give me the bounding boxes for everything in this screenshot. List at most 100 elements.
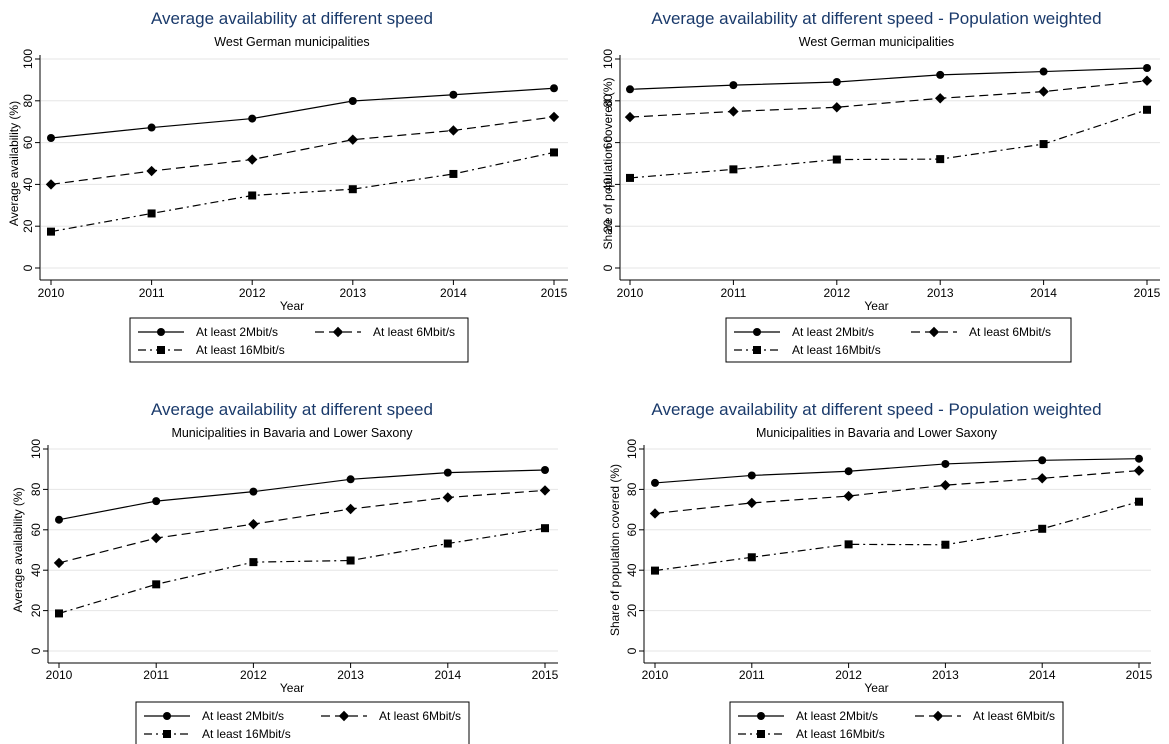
data-point-series-3 [348,185,357,194]
chart-title: Average availability at different speed … [651,400,1101,419]
data-point-series-3 [844,540,853,549]
data-point-series-1 [626,85,634,94]
x-tick-label: 2010 [38,286,65,300]
chart-subtitle: West German municipalities [214,35,369,49]
data-point-series-2 [728,106,739,117]
x-tick-label: 2012 [239,286,266,300]
y-tick-label: 0 [29,647,43,654]
x-axis-label: Year [280,681,304,695]
x-tick-label: 2010 [46,668,73,682]
x-axis-label: Year [864,681,888,695]
legend-marker-2 [332,326,344,338]
legend-marker-3 [753,346,761,354]
x-tick-label: 2014 [434,668,461,682]
data-point-series-2 [448,125,459,136]
y-axis-label: Share of population covered (%) [601,77,615,249]
y-tick-label: 40 [601,177,615,191]
legend-label-3: At least 16Mbit/s [202,727,291,741]
data-point-series-2 [539,485,551,496]
legend-label-2: At least 6Mbit/s [973,709,1055,723]
data-point-series-2 [53,557,65,569]
legend-label-2: At least 6Mbit/s [373,325,455,339]
y-axis-label: Share of population covered (%) [608,464,622,636]
data-point-series-3 [541,524,549,533]
x-tick-label: 2015 [1126,668,1153,682]
legend-box [129,317,469,363]
legend: At least 2Mbit/s At least 6Mbit/s At least… [129,317,469,363]
x-tick-label: 2011 [139,286,165,300]
data-point-series-1 [147,123,156,132]
data-point-series-3 [729,165,738,174]
legend-box [725,317,1072,363]
y-tick-label: 60 [625,523,639,537]
data-point-series-1 [449,90,458,99]
y-tick-label: 60 [21,136,35,150]
data-point-series-1 [249,487,258,496]
x-tick-label: 2013 [932,668,959,682]
data-point-series-1 [1038,456,1047,465]
data-point-series-1 [1143,63,1151,72]
y-tick-label: 40 [21,177,35,191]
data-point-series-2 [151,532,162,544]
x-tick-label: 2013 [337,668,364,682]
x-tick-label: 2013 [339,286,366,300]
chart-title: Average availability at different speed … [651,9,1101,28]
data-point-series-3 [248,191,257,200]
data-point-series-3 [443,539,452,548]
x-tick-label: 2011 [739,668,765,682]
data-point-series-2 [624,111,636,123]
y-tick-label: 20 [601,219,615,233]
data-point-series-3 [1143,105,1151,114]
y-tick-label: 60 [29,523,43,537]
x-tick-label: 2010 [642,668,669,682]
y-tick-label: 80 [601,94,615,108]
series-line-1 [629,67,1148,90]
legend-label-3: At least 16Mbit/s [792,343,881,357]
data-point-series-1 [348,97,357,106]
chart-title: Average availability at different speed [151,9,433,28]
data-point-series-1 [844,467,853,476]
data-point-series-2 [442,492,453,503]
y-tick-label: 0 [21,264,35,271]
data-point-series-3 [346,556,355,565]
data-point-series-1 [936,70,945,79]
legend-marker-2 [932,710,944,722]
x-axis-label: Year [280,299,304,313]
x-tick-label: 2011 [720,286,746,300]
data-point-series-1 [1039,67,1048,76]
data-point-series-3 [936,155,945,164]
series-line-3 [50,151,555,233]
legend: At least 2Mbit/s At least 6Mbit/s At least… [725,317,1072,363]
x-tick-label: 2014 [440,286,467,300]
data-point-series-2 [1038,86,1049,97]
y-tick-label: 100 [601,49,615,69]
x-tick-label: 2010 [617,286,644,300]
legend-label-3: At least 16Mbit/s [196,343,285,357]
y-axis-label: Average availability (%) [11,487,25,612]
legend-marker-3 [757,730,765,738]
legend-label-1: At least 2Mbit/s [792,325,874,339]
legend-marker-2 [338,710,350,722]
legend-label-3: At least 16Mbit/s [796,727,885,741]
y-tick-label: 20 [21,219,35,233]
legend-box [135,701,470,744]
data-point-series-3 [1039,140,1048,149]
x-tick-label: 2013 [927,286,954,300]
chart-title: Average availability at different speed [151,400,433,419]
data-point-series-1 [651,478,659,487]
legend-label-1: At least 2Mbit/s [796,709,878,723]
y-tick-label: 0 [601,264,615,271]
data-point-series-2 [1037,473,1048,484]
chart-subtitle: West German municipalities [799,35,954,49]
legend-label-1: At least 2Mbit/s [196,325,278,339]
chart-panel-bavaria-average: Average availability at different speed M… [0,390,584,744]
data-point-series-1 [541,466,549,475]
data-point-series-2 [1141,75,1153,86]
data-point-series-3 [449,169,458,178]
data-point-series-1 [550,84,558,93]
legend-label-2: At least 6Mbit/s [379,709,461,723]
y-tick-label: 20 [29,604,43,618]
data-point-series-3 [651,566,659,575]
legend-marker-1 [757,712,765,720]
x-tick-label: 2012 [835,668,862,682]
